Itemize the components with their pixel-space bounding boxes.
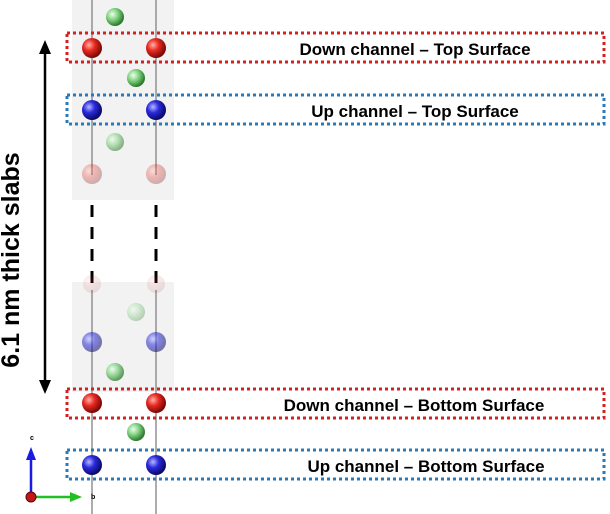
c-axis-arrow	[26, 447, 36, 460]
thickness-arrow	[39, 40, 51, 394]
crystal-axes: c b	[25, 435, 95, 503]
green-atom	[106, 133, 124, 151]
red-atom	[146, 38, 166, 58]
down-bottom-box	[65, 387, 606, 420]
down-bottom-label: Down channel – Bottom Surface	[284, 396, 545, 415]
red-atom	[147, 275, 165, 293]
top-slab-atoms	[82, 8, 166, 184]
down-top-box	[65, 31, 606, 64]
blue-atom	[146, 100, 166, 120]
green-atom	[127, 69, 145, 87]
green-atom	[106, 8, 124, 26]
red-atom	[82, 393, 102, 413]
red-atom	[82, 164, 102, 184]
red-atom	[146, 393, 166, 413]
up-top-label: Up channel – Top Surface	[311, 102, 519, 121]
blue-atom	[82, 455, 102, 475]
green-atom	[127, 303, 145, 321]
blue-atom	[146, 332, 166, 352]
up-bottom-box	[65, 448, 606, 481]
red-atom	[146, 164, 166, 184]
b-axis-arrow	[70, 492, 82, 502]
green-atom	[127, 423, 145, 441]
red-atom	[82, 38, 102, 58]
bottom-slab-atoms	[82, 275, 166, 475]
red-atom	[83, 275, 101, 293]
green-atom	[106, 363, 124, 381]
blue-atom	[146, 455, 166, 475]
down-top-label: Down channel – Top Surface	[299, 40, 530, 59]
up-top-box	[65, 93, 606, 126]
blue-atom	[82, 100, 102, 120]
dashed-continuation	[90, 205, 158, 285]
up-bottom-label: Up channel – Bottom Surface	[307, 457, 544, 476]
blue-atom	[82, 332, 102, 352]
c-axis-label: c	[30, 435, 34, 442]
b-axis-label: b	[91, 494, 95, 501]
axis-origin	[25, 491, 37, 503]
slab-thickness-label: 6.1 nm thick slabs	[0, 152, 25, 367]
